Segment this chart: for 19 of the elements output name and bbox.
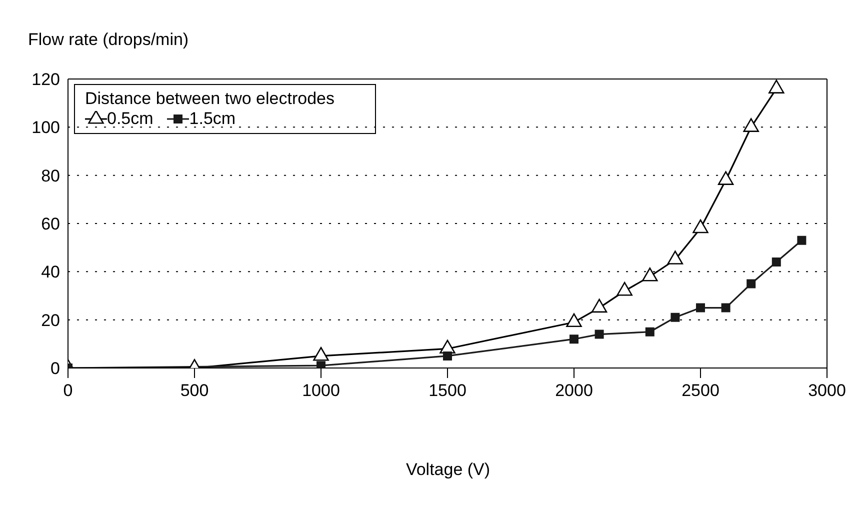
x-tick-label: 3000 — [808, 381, 846, 400]
legend-label: 1.5cm — [189, 109, 236, 129]
y-tick-label: 80 — [41, 166, 60, 186]
y-tick-label: 120 — [32, 70, 60, 90]
x-tick-label: 1000 — [302, 381, 340, 400]
y-tick-label: 40 — [41, 262, 60, 282]
y-tick-label: 0 — [50, 359, 60, 378]
legend-title: Distance between two electrodes — [85, 89, 336, 109]
x-tick-label: 500 — [180, 381, 209, 400]
y-axis-title: Flow rate (drops/min) — [28, 30, 189, 50]
y-tick-label: 100 — [32, 118, 60, 138]
x-tick-label: 2500 — [682, 381, 720, 400]
y-tick-label: 20 — [41, 310, 60, 330]
legend-label: 0.5cm — [107, 109, 154, 129]
x-tick-label: 2000 — [555, 381, 593, 400]
x-tick-label: 1500 — [428, 381, 466, 400]
x-tick-label: 0 — [63, 381, 73, 400]
x-axis-title: Voltage (V) — [404, 460, 492, 480]
y-tick-label: 60 — [41, 214, 60, 234]
